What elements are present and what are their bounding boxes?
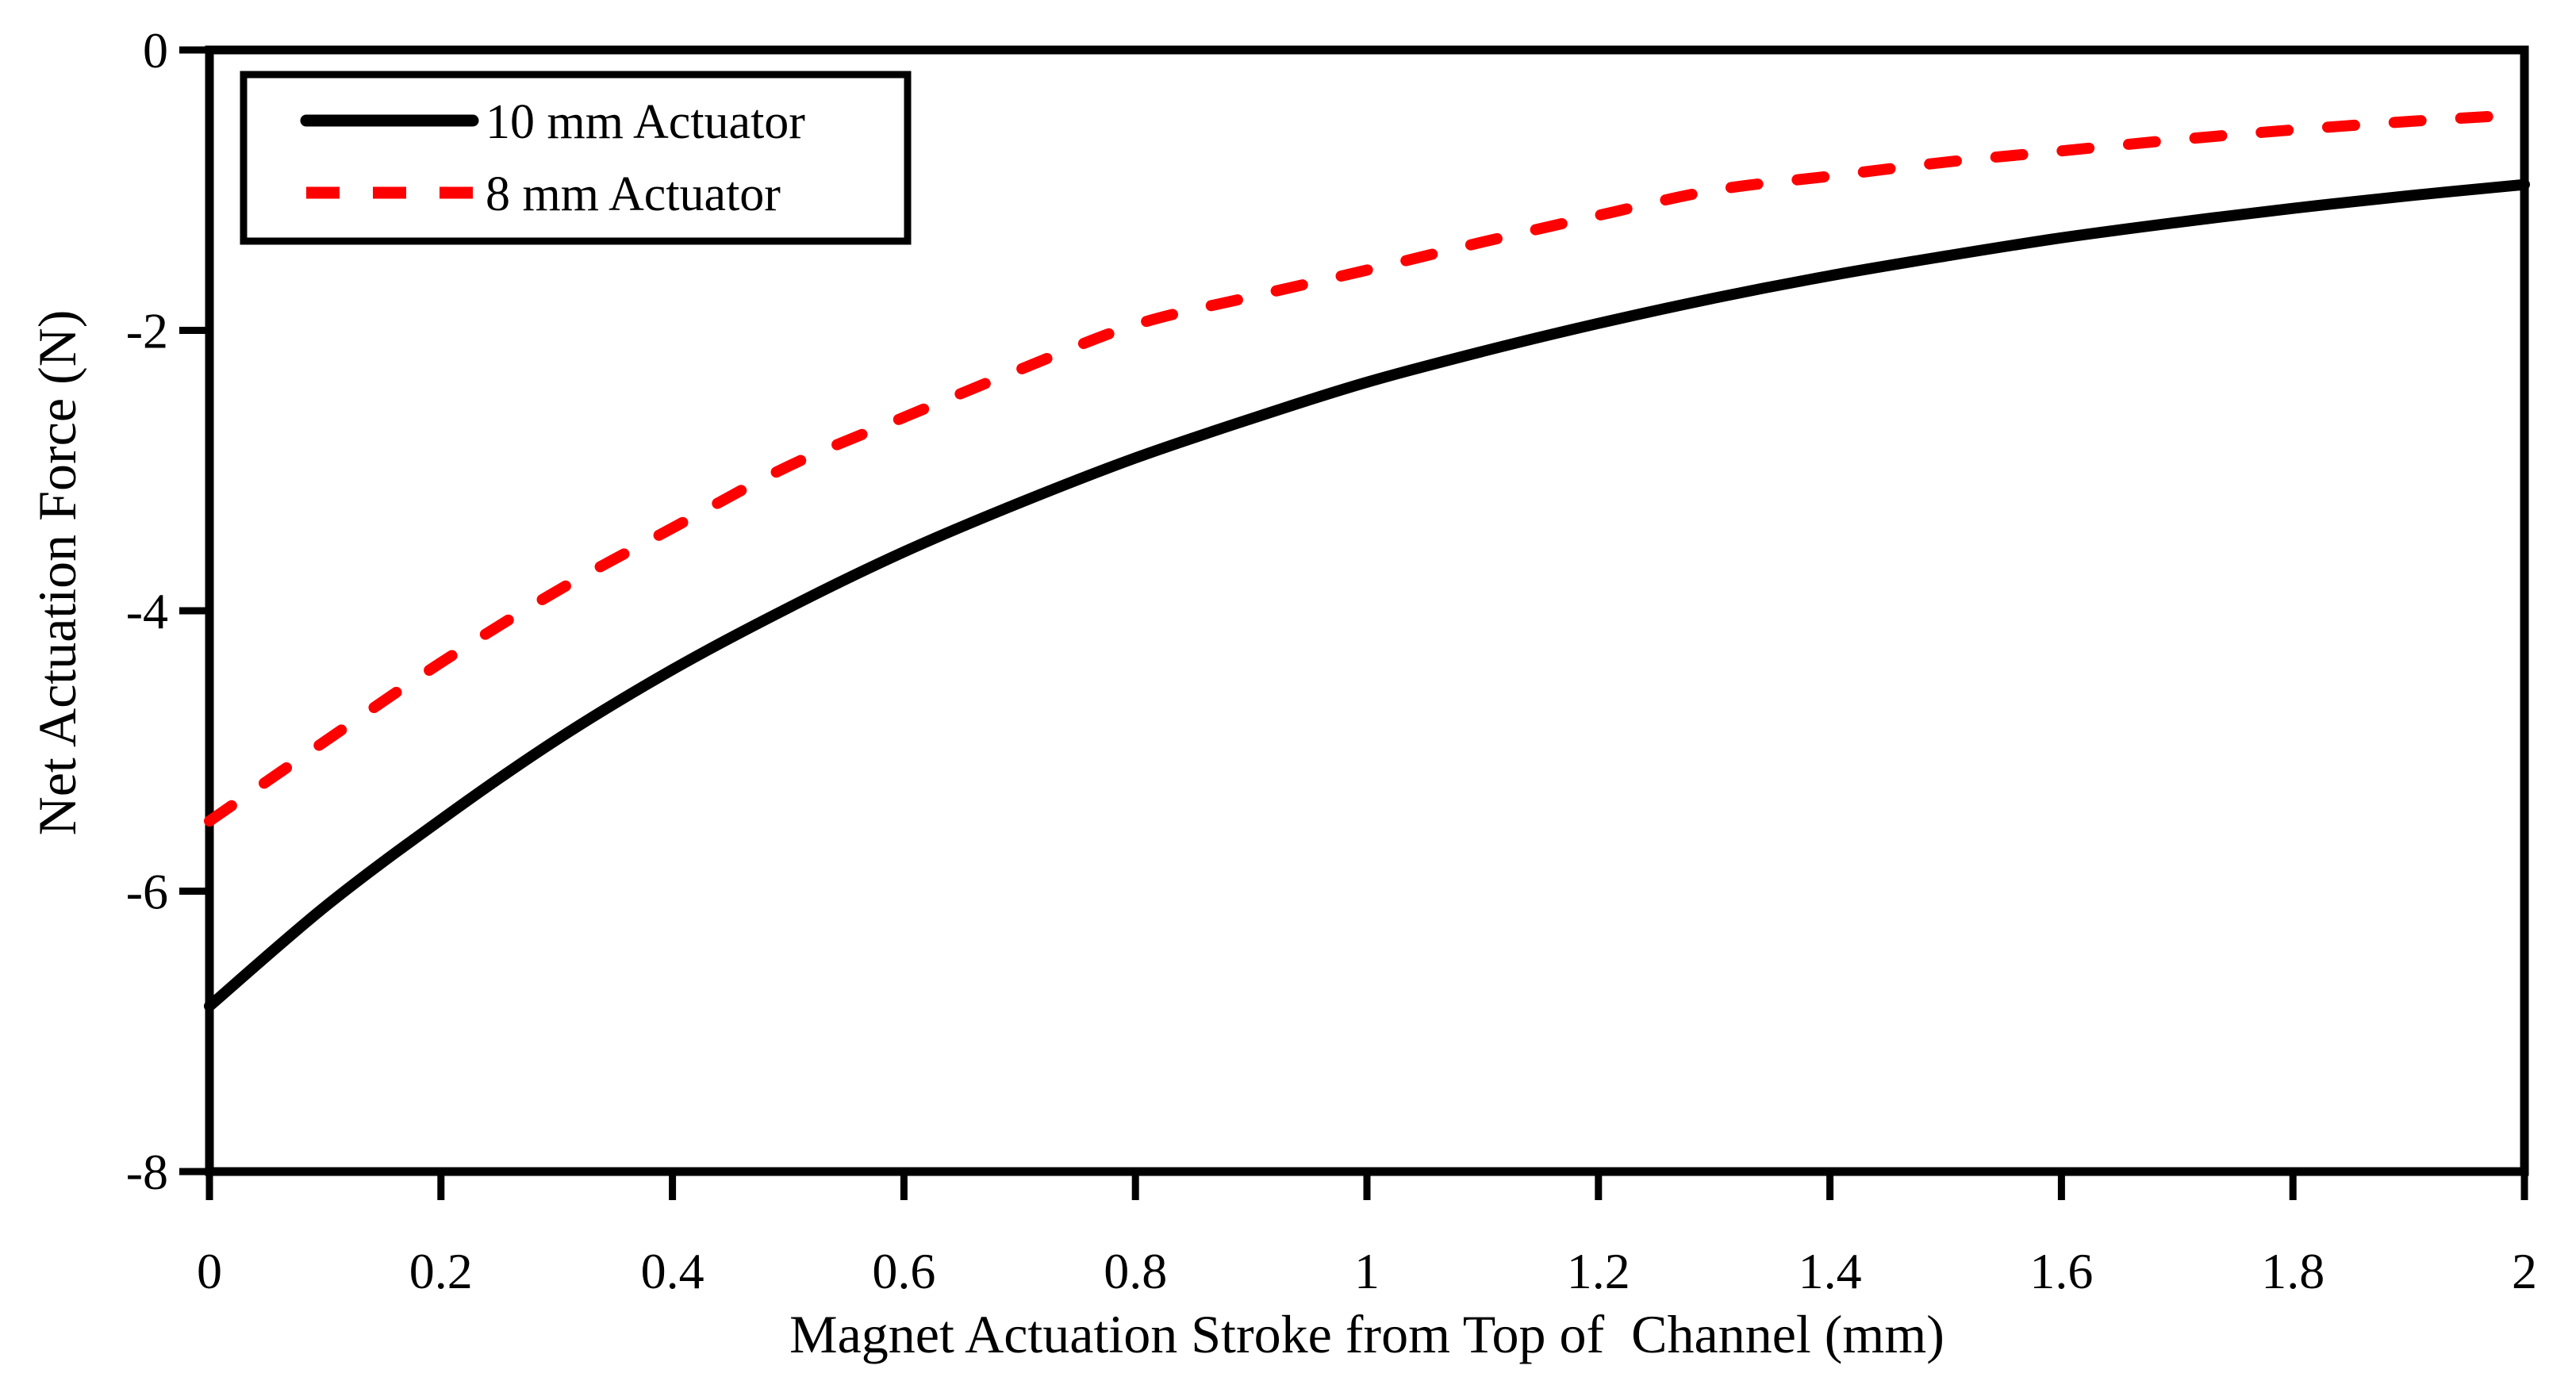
legend-item-8mm-actuator: 8 mm Actuator xyxy=(306,167,781,221)
y-tick-label: -2 xyxy=(126,303,168,359)
x-tick-label: 2 xyxy=(2512,1243,2537,1299)
x-axis-ticks: 0 0.2 0.4 0.6 0.8 1 1.2 1.4 1.6 1.8 2 xyxy=(197,1172,2537,1299)
y-tick-label: -8 xyxy=(126,1144,168,1200)
y-axis-title: Net Actuation Force (N) xyxy=(27,310,87,836)
legend-box xyxy=(240,71,912,245)
legend-item-10mm-actuator: 10 mm Actuator xyxy=(300,95,805,149)
series-group xyxy=(204,109,2530,1012)
legend-label-8mm-actuator: 8 mm Actuator xyxy=(486,167,781,221)
y-axis-ticks: 0 -2 -4 -6 -8 xyxy=(126,22,209,1200)
y-tick-label: -6 xyxy=(126,864,168,920)
y-tick-label: 0 xyxy=(143,22,168,79)
x-tick-label: 0.8 xyxy=(1104,1243,1167,1299)
x-tick-label: 0.6 xyxy=(872,1243,935,1299)
x-tick-label: 1.8 xyxy=(2261,1243,2325,1299)
y-tick-label: -4 xyxy=(126,583,168,639)
legend-label-10mm-actuator: 10 mm Actuator xyxy=(486,95,805,149)
x-tick-label: 1.2 xyxy=(1567,1243,1630,1299)
x-tick-label: 1 xyxy=(1354,1243,1380,1299)
series-line-8mm-actuator xyxy=(204,109,2530,827)
legend: 10 mm Actuator 8 mm Actuator xyxy=(240,71,912,245)
series-line-10mm-actuator xyxy=(204,178,2530,1012)
x-tick-label: 0.4 xyxy=(641,1243,704,1299)
x-axis-title: Magnet Actuation Stroke from Top of Chan… xyxy=(789,1304,1944,1364)
x-tick-label: 1.4 xyxy=(1799,1243,1862,1299)
x-tick-label: 0 xyxy=(197,1243,222,1299)
x-tick-label: 1.6 xyxy=(2029,1243,2093,1299)
x-tick-label: 0.2 xyxy=(409,1243,473,1299)
